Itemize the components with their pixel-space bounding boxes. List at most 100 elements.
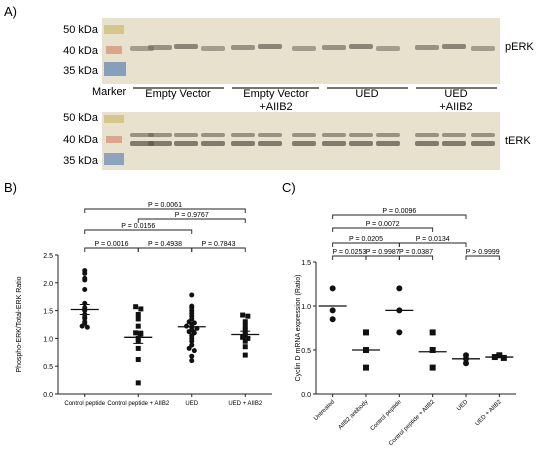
x-tick-label: AIIB2 antibody — [338, 399, 370, 431]
tERK-band — [415, 133, 439, 137]
group-3-label: UED — [355, 88, 378, 100]
tERK-band — [201, 133, 225, 137]
p-value-label: P = 0.9767 — [175, 212, 209, 219]
significance-bracket — [398, 255, 434, 260]
marker-label: Marker — [92, 86, 127, 98]
significance-bracket — [332, 255, 367, 260]
x-tick-label: UED — [185, 401, 198, 407]
data-point — [135, 380, 141, 386]
data-point — [329, 307, 336, 314]
tERK-band — [258, 141, 282, 146]
tERK-band — [322, 141, 346, 146]
pERK-band — [148, 45, 172, 50]
p-value-label: P = 0.0134 — [416, 236, 450, 243]
significance-bracket — [84, 208, 246, 213]
significance-bracket — [465, 255, 500, 260]
panel-b-letter: B) — [4, 180, 17, 195]
data-point — [82, 286, 88, 292]
data-point — [135, 316, 141, 322]
data-point — [396, 329, 403, 336]
data-point — [82, 277, 88, 283]
pERK-band — [258, 44, 282, 49]
pERK-band — [292, 46, 316, 51]
p-value-label: P = 0.7843 — [202, 241, 236, 248]
data-point — [189, 338, 195, 344]
tERK-band — [174, 133, 198, 137]
tERK-band — [292, 133, 316, 137]
significance-bracket — [84, 229, 193, 234]
tERK-band — [201, 141, 225, 146]
tERK-band — [376, 141, 400, 146]
y-tick-label: 0.0 — [43, 392, 53, 399]
data-point — [429, 364, 436, 371]
chart-c: 0.0 0.5 1.0 1.5 Cyclin D mRNA expression (Ra… — [295, 208, 516, 447]
y-axis-label: Cyclin D mRNA expression (Ratio) — [295, 275, 302, 382]
blot-top — [102, 18, 500, 84]
data-point — [329, 285, 336, 292]
group-2-label-sub: +AIIB2 — [259, 101, 292, 113]
data-point — [245, 335, 251, 341]
data-point — [396, 285, 403, 292]
y-axis-label: Phospho-ERK/Total-ERK Ratio — [16, 276, 23, 372]
marker-band-blue-b — [104, 153, 124, 165]
data-point — [429, 347, 436, 353]
ladder-bottom-40: 40 kDa — [63, 134, 99, 146]
p-value-label: P > 0.9999 — [466, 249, 500, 256]
tERK-band — [231, 133, 255, 137]
x-tick-label: Control peptide — [64, 401, 105, 407]
group-1-label: Empty Vector — [145, 88, 211, 100]
significance-bracket — [137, 218, 246, 223]
tERK-band — [415, 141, 439, 146]
data-point — [84, 324, 90, 330]
tERK-band — [471, 133, 495, 137]
protein-label-pERK: pERK — [505, 41, 534, 53]
pERK-band — [415, 45, 439, 50]
y-tick-label: 2.0 — [43, 281, 53, 288]
x-tick-label: Control peptide — [370, 399, 403, 432]
marker-band-red — [106, 46, 122, 54]
tERK-band — [442, 133, 466, 137]
data-point — [242, 338, 248, 344]
data-point — [189, 358, 195, 364]
significance-bracket — [137, 247, 193, 252]
marker-band-yellow — [104, 25, 124, 34]
p-value-label: P = 0.0156 — [121, 223, 155, 230]
band-row-tERK — [130, 133, 495, 146]
ladder-top-35: 35 kDa — [63, 65, 99, 77]
p-value-label: P = 0.0096 — [382, 208, 416, 215]
data-point — [242, 319, 248, 325]
data-point — [245, 313, 251, 319]
pERK-band — [442, 44, 466, 49]
data-point — [135, 323, 141, 329]
panel-c-letter: C) — [282, 180, 296, 195]
tERK-band — [231, 141, 255, 146]
data-point — [135, 357, 141, 363]
pERK-band — [322, 45, 346, 50]
data-point — [242, 352, 248, 358]
y-tick-label: 1.0 — [43, 336, 53, 343]
group-4-label: UED — [444, 88, 467, 100]
p-value-label: P = 0.0387 — [399, 249, 433, 256]
pERK-band — [231, 45, 255, 50]
tERK-band — [258, 133, 282, 137]
y-tick-label: 0.5 — [43, 364, 53, 371]
data-point — [189, 292, 195, 298]
data-point — [191, 348, 197, 354]
p-value-label: P = 0.0061 — [148, 202, 182, 209]
marker-band-red-b — [106, 136, 122, 143]
p-value-label: P = 0.0253 — [332, 249, 366, 256]
blot-bottom — [102, 112, 500, 170]
data-point — [189, 353, 195, 359]
data-point — [138, 331, 144, 337]
data-point — [133, 330, 139, 336]
tERK-band — [130, 141, 154, 146]
significance-bracket — [191, 247, 246, 252]
tERK-band — [174, 141, 198, 146]
data-point — [500, 354, 507, 361]
tERK-band — [471, 141, 495, 146]
x-tick-label: UED — [456, 399, 470, 413]
y-tick-label: 0.0 — [301, 392, 311, 399]
ladder-top-40: 40 kDa — [63, 45, 99, 57]
x-tick-label: Untreated — [313, 399, 336, 422]
